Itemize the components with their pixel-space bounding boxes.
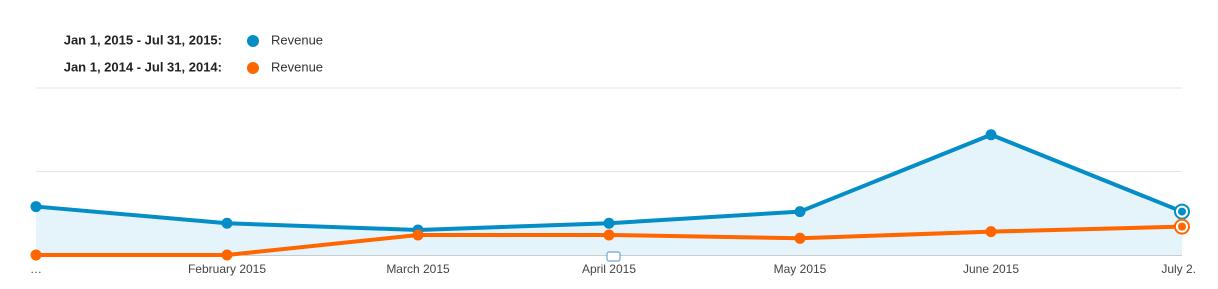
point [412,229,424,241]
point-core [1178,222,1186,231]
x-tick-label: March 2015 [386,262,450,276]
point [985,129,997,141]
legend-swatch [247,35,259,47]
legend-label: Jan 1, 2014 - Jul 31, 2014: [64,59,222,74]
x-tick-label: February 2015 [188,262,266,276]
legend-entry: Revenue [271,59,323,74]
x-tick-label: June 2015 [963,262,1019,276]
x-tick-label: July 2. [1161,262,1196,276]
point [30,201,42,213]
point [603,229,615,241]
point [603,217,615,229]
area [36,134,1182,255]
point [985,226,997,238]
legend-label: Jan 1, 2015 - Jul 31, 2015: [64,32,222,47]
point [221,217,233,229]
legend-entry: Revenue [271,32,323,47]
legend-swatch [247,62,259,74]
annotation-icon [606,251,621,262]
point [221,249,233,261]
point-core [1178,207,1186,216]
point [794,232,806,244]
point [794,206,806,218]
point [30,249,42,261]
x-tick-label: April 2015 [582,262,636,276]
x-tick-label: May 2015 [774,262,827,276]
x-tick-label: … [30,262,42,276]
